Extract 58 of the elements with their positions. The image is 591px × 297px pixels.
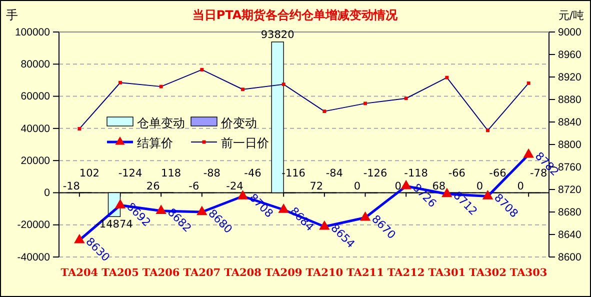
y-tick-label: 0 bbox=[44, 187, 50, 200]
x-tick-label: TA211 bbox=[346, 267, 384, 279]
legend-label: 仓单变动 bbox=[137, 116, 185, 130]
y2-tick-label: 8880 bbox=[558, 94, 582, 106]
y2-tick-label: 8960 bbox=[558, 48, 582, 61]
x-tick-label: TA204 bbox=[60, 267, 98, 279]
y2-tick-label: 8920 bbox=[558, 71, 582, 84]
x-tick-label: TA206 bbox=[142, 267, 180, 279]
y2-tick-label: 8760 bbox=[558, 161, 582, 174]
y2-tick-label: 9000 bbox=[558, 26, 582, 38]
x-tick-label: TA207 bbox=[183, 267, 221, 279]
y-tick-label: 40000 bbox=[20, 122, 50, 135]
x-tick-label: TA208 bbox=[224, 267, 262, 279]
y-tick-label: -20000 bbox=[17, 219, 50, 232]
data-label: 93820 bbox=[260, 28, 294, 41]
y2-tick-label: 8800 bbox=[558, 138, 582, 151]
x-tick-label: TA302 bbox=[469, 267, 506, 279]
data-label: -24 bbox=[226, 180, 244, 193]
x-tick-label: TA212 bbox=[387, 267, 425, 279]
data-label: 0 bbox=[517, 180, 524, 193]
y2-axis-title: 元/吨 bbox=[558, 9, 584, 22]
y-tick-label: -40000 bbox=[17, 251, 50, 264]
y-tick-label: 80000 bbox=[20, 58, 50, 71]
y-tick-label: 20000 bbox=[20, 154, 50, 167]
x-tick-label: TA205 bbox=[102, 267, 139, 279]
x-tick-label: TA303 bbox=[510, 267, 548, 279]
data-label: 0 bbox=[476, 180, 484, 193]
data-label: -124 bbox=[118, 168, 142, 180]
data-label: -88 bbox=[203, 168, 220, 180]
y2-tick-label: 8640 bbox=[558, 228, 582, 241]
data-label: -66 bbox=[489, 168, 507, 180]
data-label: 102 bbox=[79, 168, 100, 180]
data-label: 118 bbox=[161, 168, 182, 180]
data-label: -66 bbox=[448, 168, 466, 180]
x-tick-label: TA210 bbox=[306, 267, 344, 279]
data-label: 26 bbox=[146, 180, 160, 193]
data-label: 0 bbox=[354, 180, 361, 193]
legend-label: 价变动 bbox=[220, 116, 257, 130]
y2-tick-label: 8720 bbox=[558, 184, 582, 196]
data-label: -6 bbox=[188, 180, 200, 193]
data-label: -84 bbox=[326, 168, 344, 180]
y2-tick-label: 8600 bbox=[558, 251, 582, 264]
data-label: -118 bbox=[404, 168, 428, 180]
chart-title: 当日PTA期货各合约仓单增减变动情况 bbox=[192, 8, 399, 22]
data-label: -18 bbox=[62, 180, 80, 193]
data-label: 0 bbox=[394, 180, 402, 193]
y2-tick-label: 8680 bbox=[558, 206, 582, 218]
data-label: -126 bbox=[363, 168, 388, 180]
y-axis-title: 手 bbox=[6, 8, 18, 22]
data-label: 72 bbox=[310, 180, 324, 193]
data-label: -46 bbox=[244, 168, 262, 180]
y-tick-label: 60000 bbox=[20, 90, 50, 103]
x-tick-label: TA209 bbox=[264, 267, 302, 279]
legend-label: 前一日价 bbox=[221, 136, 269, 150]
legend-label: 结算价 bbox=[137, 136, 173, 150]
y2-tick-label: 8840 bbox=[558, 116, 582, 128]
x-tick-label: TA301 bbox=[428, 267, 466, 279]
y-tick-label: 100000 bbox=[14, 26, 50, 38]
